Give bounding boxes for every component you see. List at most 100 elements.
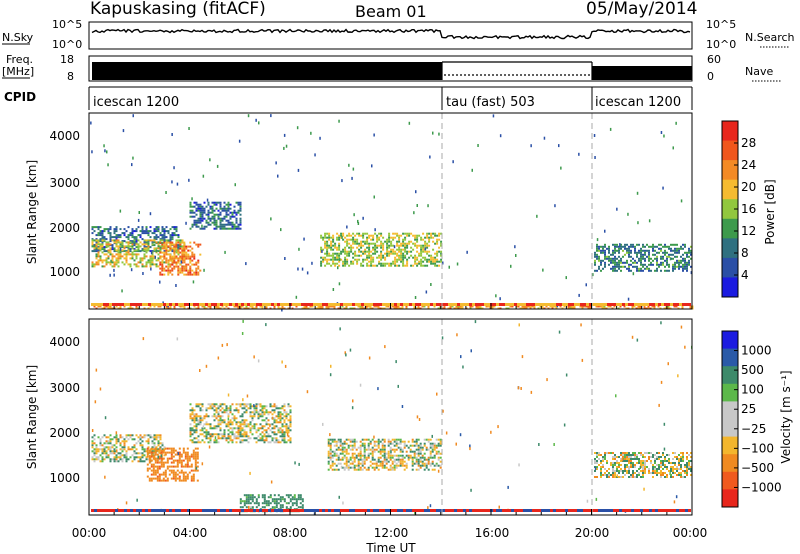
scatter-cell [440,232,443,235]
scatter-cell [648,255,650,258]
scatter-cell [141,454,144,457]
scatter-cell [273,494,276,497]
scatter-cell [283,405,286,408]
scatter-cell [401,464,404,467]
scatter-cell [608,263,610,266]
scatter-cell [670,474,672,476]
scatter-cell [646,267,648,270]
scatter-cell [163,241,166,244]
scatter-cell [235,213,238,216]
scatter-cell [333,452,336,455]
scatter-cell [199,219,202,222]
scatter-cell [225,423,228,426]
scatter-cell [306,390,309,394]
scatter-cell [395,305,398,308]
scatter-cell [146,467,149,470]
scatter-cell [396,258,399,261]
scatter-cell [326,252,329,255]
scatter-cell [163,238,166,241]
scatter-cell [239,221,242,224]
scatter-cell [298,247,300,251]
scatter-cell [614,472,616,474]
scatter-cell [400,260,403,263]
scatter-cell [398,258,401,261]
scatter-cell [343,448,346,451]
scatter-cell [355,454,358,457]
scatter-cell [197,435,200,438]
scatter-cell [682,470,684,472]
scatter-cell [223,409,226,412]
scatter-cell [628,267,630,270]
scatter-cell [434,260,437,263]
scatter-cell [330,254,333,257]
scatter-cell [425,290,428,294]
scatter-cell [672,476,674,478]
scatter-cell [672,146,674,150]
scatter-cell [223,227,226,230]
scatter-cell [241,403,244,406]
scatter-cell [225,437,228,440]
scatter-cell [130,303,133,306]
scatter-cell [219,409,222,412]
scatter-cell [404,244,407,247]
scatter-cell [227,407,230,410]
scatter-cell [418,262,421,265]
scatter-cell [279,500,282,503]
scatter-cell [470,488,472,492]
scatter-cell [430,256,433,259]
scatter-cell [638,460,640,462]
scatter-cell [348,252,351,255]
scatter-cell [648,458,650,460]
nave-tick-bottom: 0 [707,70,714,83]
scatter-cell [156,469,159,472]
scatter-cell [189,209,192,212]
scatter-cell [634,249,636,252]
scatter-cell [141,226,144,229]
scatter-cell [372,242,375,245]
scatter-cell [180,463,183,466]
scatter-cell [191,205,194,208]
scatter-cell [165,191,167,194]
scatter-cell [109,448,112,451]
scatter-cell [195,415,198,418]
scatter-cell [145,232,148,235]
scatter-cell [426,252,429,255]
scatter-cell [131,228,134,231]
scatter-cell [329,448,332,451]
scatter-cell [253,415,256,418]
scatter-cell [283,498,286,501]
scatter-cell [137,243,140,246]
scatter-cell [221,207,224,210]
scatter-cell [431,460,434,463]
scatter-cell [109,458,112,461]
scatter-cell [163,509,166,512]
scatter-cell [648,468,650,470]
scatter-cell [195,243,198,246]
scatter-cell [171,257,174,260]
scatter-cell [407,458,410,461]
scatter-cell [644,245,646,248]
scatter-cell [203,431,206,434]
scatter-cell [173,305,176,308]
scatter-cell [618,466,620,468]
scatter-cell [205,437,208,440]
scatter-cell [227,409,230,412]
scatter-cell [430,234,433,237]
scatter-cell [439,438,442,441]
scatter-cell [376,256,379,259]
scatter-cell [674,464,676,466]
scatter-cell [607,303,610,306]
scatter-cell [125,241,128,244]
scatter-cell [239,217,242,220]
scatter-cell [554,204,556,208]
scatter-cell [281,429,284,432]
scatter-cell [162,465,165,468]
scatter-cell [135,240,138,243]
scatter-cell [324,232,327,235]
scatter-cell [121,249,124,252]
scatter-cell [167,267,170,270]
scatter-cell [630,255,632,258]
scatter-cell [119,436,122,439]
scatter-cell [636,253,638,256]
scatter-cell [684,472,686,474]
